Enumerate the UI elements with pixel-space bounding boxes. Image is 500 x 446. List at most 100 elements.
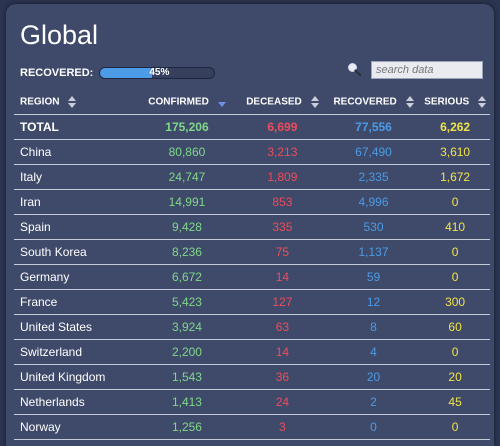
- cell-region: Spain: [14, 214, 137, 240]
- column-label: SERIOUS: [424, 96, 470, 108]
- cell-region: Iran: [14, 189, 137, 215]
- sort-desc-icon[interactable]: [217, 96, 226, 108]
- table-row-total: TOTAL 175,206 6,699 77,556 6,262: [14, 114, 490, 140]
- cell-serious: 0: [420, 339, 490, 365]
- cell-serious: 20: [420, 364, 490, 390]
- cell-deceased: 63: [237, 314, 327, 340]
- search-input[interactable]: [371, 61, 483, 79]
- cell-serious: 1,672: [420, 164, 490, 190]
- search-icon[interactable]: [347, 62, 361, 76]
- cell-recovered: 8: [326, 314, 421, 340]
- cell-recovered: 59: [326, 264, 421, 290]
- cell-recovered: 4: [326, 339, 421, 365]
- table-body: TOTAL 175,206 6,699 77,556 6,262 China 80…: [14, 114, 490, 440]
- column-header-serious[interactable]: SERIOUS: [420, 90, 490, 115]
- cell-serious: 6,262: [420, 114, 490, 140]
- cell-deceased: 335: [237, 214, 327, 240]
- cell-region: Italy: [14, 164, 137, 190]
- cell-serious: 0: [420, 264, 490, 290]
- sort-icon[interactable]: [478, 96, 486, 108]
- cell-deceased: 6,699: [237, 114, 327, 140]
- cell-confirmed: 8,236: [136, 239, 238, 265]
- cell-recovered: 530: [326, 214, 421, 240]
- cell-serious: 0: [420, 414, 490, 440]
- cell-region: South Korea: [14, 239, 137, 265]
- column-header-recovered[interactable]: RECOVERED: [326, 90, 421, 115]
- cell-serious: 3,610: [420, 139, 490, 165]
- cell-confirmed: 6,672: [136, 264, 238, 290]
- recovered-label: RECOVERED:: [20, 67, 94, 79]
- table-row[interactable]: Germany 6,672 14 59 0: [14, 264, 490, 290]
- table-row[interactable]: France 5,423 127 12 300: [14, 289, 490, 315]
- cell-confirmed: 24,747: [136, 164, 238, 190]
- cell-serious: 0: [420, 189, 490, 215]
- global-stats-panel: Global RECOVERED: 45% REGION CONFIRMED D…: [6, 4, 494, 446]
- column-header-confirmed[interactable]: CONFIRMED: [136, 90, 238, 115]
- cell-deceased: 14: [237, 264, 327, 290]
- cell-confirmed: 9,428: [136, 214, 238, 240]
- sort-icon[interactable]: [310, 96, 319, 108]
- cell-recovered: 1,137: [326, 239, 421, 265]
- table-row[interactable]: Iran 14,991 853 4,996 0: [14, 189, 490, 215]
- table-row[interactable]: United States 3,924 63 8 60: [14, 314, 490, 340]
- cell-recovered: 20: [326, 364, 421, 390]
- sort-icon[interactable]: [405, 96, 414, 108]
- table-row[interactable]: Netherlands 1,413 24 2 45: [14, 389, 490, 415]
- column-label: REGION: [20, 96, 60, 108]
- cell-deceased: 853: [237, 189, 327, 215]
- cell-region: France: [14, 289, 137, 315]
- cell-region: Germany: [14, 264, 137, 290]
- column-label: DECEASED: [246, 96, 302, 108]
- sort-icon[interactable]: [68, 96, 77, 108]
- cell-deceased: 24: [237, 389, 327, 415]
- recovered-summary: RECOVERED: 45%: [20, 66, 216, 80]
- cell-deceased: 14: [237, 339, 327, 365]
- recovered-progress-fill: [100, 68, 152, 78]
- cell-recovered: 2: [326, 389, 421, 415]
- cell-recovered: 0: [326, 414, 421, 440]
- column-label: CONFIRMED: [148, 96, 209, 108]
- page-title: Global: [20, 20, 99, 50]
- cell-recovered: 67,490: [326, 139, 421, 165]
- cell-confirmed: 14,991: [136, 189, 238, 215]
- cell-recovered: 12: [326, 289, 421, 315]
- recovered-progress-bar: 45%: [99, 67, 216, 79]
- stats-table: REGION CONFIRMED DECEASED RECOVERED SERI…: [14, 90, 490, 440]
- cell-recovered: 4,996: [326, 189, 421, 215]
- cell-region: China: [14, 139, 137, 165]
- cell-confirmed: 80,860: [136, 139, 238, 165]
- cell-confirmed: 1,543: [136, 364, 238, 390]
- table-row[interactable]: Italy 24,747 1,809 2,335 1,672: [14, 164, 490, 190]
- cell-confirmed: 1,256: [136, 414, 238, 440]
- column-header-region[interactable]: REGION: [14, 90, 137, 115]
- cell-region: Norway: [14, 414, 137, 440]
- cell-serious: 410: [420, 214, 490, 240]
- cell-region: Switzerland: [14, 339, 137, 365]
- column-header-deceased[interactable]: DECEASED: [237, 90, 327, 115]
- table-row[interactable]: China 80,860 3,213 67,490 3,610: [14, 139, 490, 165]
- cell-deceased: 36: [237, 364, 327, 390]
- cell-region: United States: [14, 314, 137, 340]
- cell-serious: 45: [420, 389, 490, 415]
- cell-region: United Kingdom: [14, 364, 137, 390]
- cell-confirmed: 5,423: [136, 289, 238, 315]
- cell-deceased: 127: [237, 289, 327, 315]
- table-row[interactable]: South Korea 8,236 75 1,137 0: [14, 239, 490, 265]
- cell-serious: 300: [420, 289, 490, 315]
- table-row[interactable]: Norway 1,256 3 0 0: [14, 414, 490, 440]
- cell-deceased: 3: [237, 414, 327, 440]
- cell-serious: 60: [420, 314, 490, 340]
- cell-confirmed: 175,206: [136, 114, 238, 140]
- cell-deceased: 3,213: [237, 139, 327, 165]
- cell-recovered: 77,556: [326, 114, 421, 140]
- table-row[interactable]: United Kingdom 1,543 36 20 20: [14, 364, 490, 390]
- recovered-percent: 45%: [149, 67, 170, 78]
- cell-confirmed: 1,413: [136, 389, 238, 415]
- cell-region: TOTAL: [14, 114, 137, 140]
- table-row[interactable]: Switzerland 2,200 14 4 0: [14, 339, 490, 365]
- cell-serious: 0: [420, 239, 490, 265]
- cell-deceased: 75: [237, 239, 327, 265]
- cell-confirmed: 3,924: [136, 314, 238, 340]
- cell-recovered: 2,335: [326, 164, 421, 190]
- table-row[interactable]: Spain 9,428 335 530 410: [14, 214, 490, 240]
